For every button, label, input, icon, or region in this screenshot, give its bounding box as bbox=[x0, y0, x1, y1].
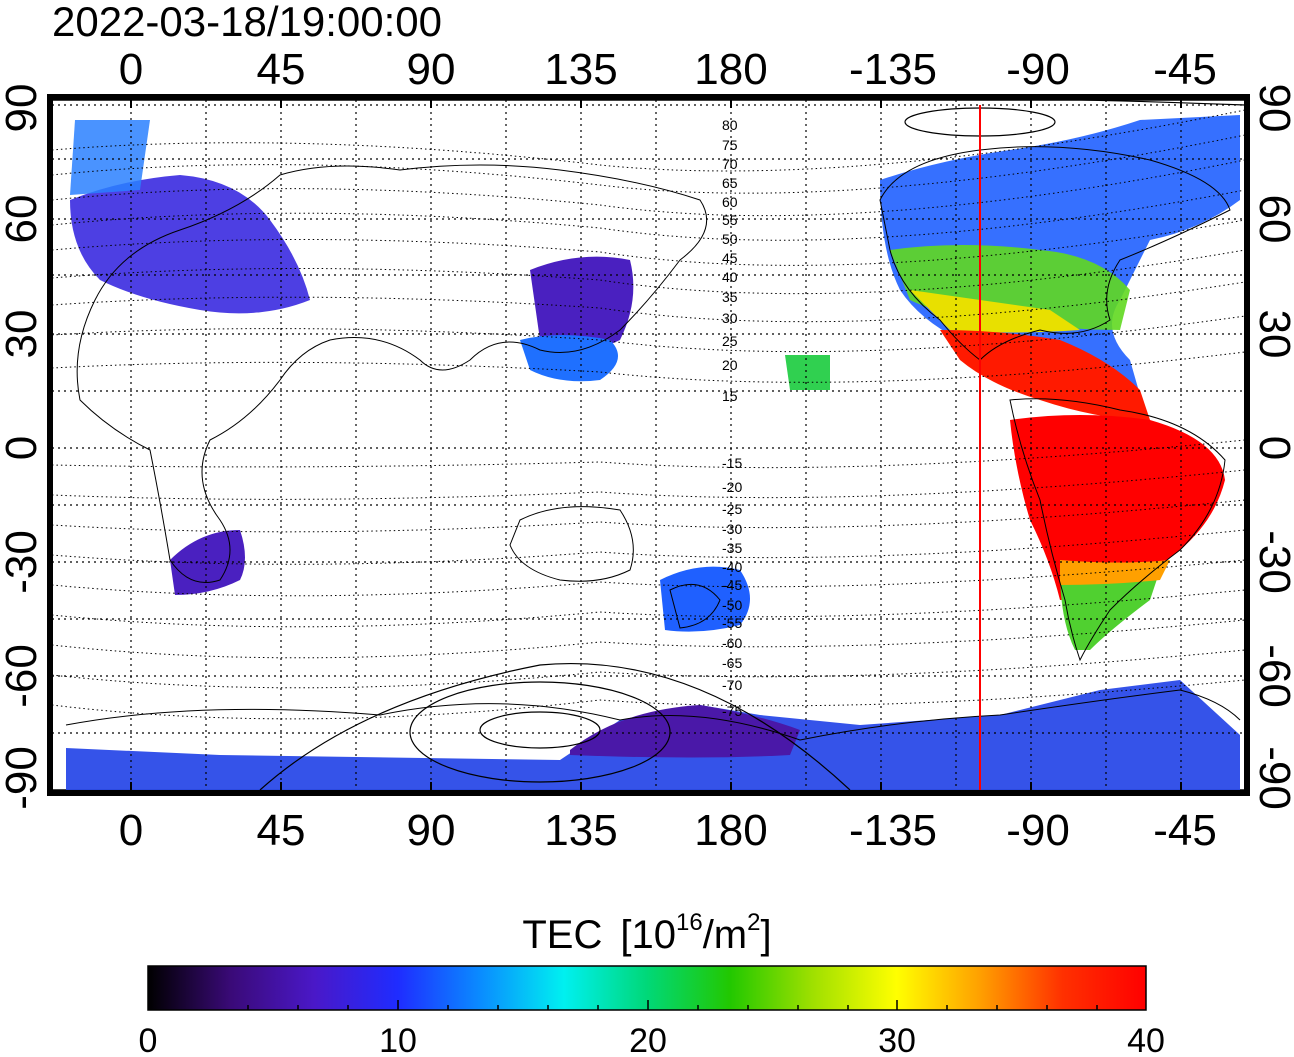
tec-patches bbox=[66, 115, 1240, 790]
top-axis-label: 0 bbox=[119, 45, 143, 94]
coastlines bbox=[65, 146, 1241, 741]
tec-patch-europe bbox=[70, 175, 310, 314]
map-top-band bbox=[47, 94, 1250, 100]
contour-label: -65 bbox=[722, 655, 742, 671]
contour-label: -60 bbox=[722, 635, 742, 651]
contour-labels: 80 75 70 65 60 55 50 45 40 35 30 25 20 1… bbox=[722, 117, 742, 719]
contour-label: -70 bbox=[722, 677, 742, 693]
tec-patch-usa-yellow bbox=[910, 290, 1080, 333]
contour-label: 35 bbox=[722, 289, 738, 305]
right-axis-label: 30 bbox=[1250, 310, 1294, 359]
colorbar-title: TEC [1016/m2] bbox=[522, 909, 771, 957]
colorbar-gradient bbox=[147, 965, 1147, 1011]
solid-contours bbox=[259, 100, 1245, 790]
tec-patch-europe-west bbox=[70, 120, 150, 195]
bottom-axis-label: 90 bbox=[407, 806, 456, 855]
map-right-band bbox=[1244, 94, 1250, 796]
bottom-axis-label: -135 bbox=[849, 806, 937, 855]
top-axis-label: -45 bbox=[1153, 45, 1217, 94]
top-axis-label: 135 bbox=[544, 45, 617, 94]
map-left-band bbox=[47, 94, 53, 796]
contour-label: 50 bbox=[722, 231, 738, 247]
contour-label: 30 bbox=[722, 310, 738, 326]
contour-label: 65 bbox=[722, 175, 738, 191]
colorbar: 0 10 20 30 40 bbox=[139, 965, 1165, 1057]
left-axis-label: 60 bbox=[0, 195, 46, 244]
colorbar-tick-label: 10 bbox=[379, 1022, 417, 1057]
left-axis-label: -90 bbox=[0, 746, 46, 810]
top-axis-label: -135 bbox=[849, 45, 937, 94]
bottom-axis-label: 45 bbox=[257, 806, 306, 855]
left-axis-label: -60 bbox=[0, 644, 46, 708]
contour-label: -15 bbox=[722, 455, 742, 471]
left-axis-label: 0 bbox=[0, 436, 46, 460]
timestamp-label: 2022-03-18/19:00:00 bbox=[52, 0, 442, 45]
axis-ticks bbox=[130, 94, 1182, 796]
right-axis-label: -90 bbox=[1250, 746, 1294, 810]
contour-label: 20 bbox=[722, 357, 738, 373]
tec-patch-new-zealand bbox=[660, 566, 750, 632]
geomagnetic-contours bbox=[52, 109, 1245, 720]
right-axis-label: 0 bbox=[1250, 436, 1294, 460]
tec-patch-east-asia bbox=[520, 335, 618, 382]
top-axis: 0 45 90 135 180 -135 -90 -45 bbox=[119, 45, 1217, 94]
contour-label: -50 bbox=[722, 597, 742, 613]
left-axis: 90 60 30 0 -30 -60 -90 bbox=[0, 84, 46, 810]
contour-label: -35 bbox=[722, 540, 742, 556]
contour-label: 60 bbox=[722, 194, 738, 210]
tec-patch-asia bbox=[530, 256, 634, 350]
right-axis-label: -60 bbox=[1250, 644, 1294, 708]
contour-label: 45 bbox=[722, 250, 738, 266]
top-axis-label: 180 bbox=[694, 45, 767, 94]
right-axis: 90 60 30 0 -30 -60 -90 bbox=[1250, 84, 1294, 810]
contour-label: -20 bbox=[722, 479, 742, 495]
bottom-axis-label: -90 bbox=[1006, 806, 1070, 855]
tec-patch-south-america bbox=[1010, 415, 1225, 600]
right-axis-label: 90 bbox=[1250, 84, 1294, 133]
contour-label: -75 bbox=[722, 703, 742, 719]
contour-label: 75 bbox=[722, 137, 738, 153]
colorbar-tick-label: 20 bbox=[629, 1022, 667, 1057]
map-panel: 80 75 70 65 60 55 50 45 40 35 30 25 20 1… bbox=[47, 94, 1250, 796]
contour-label: 80 bbox=[722, 117, 738, 133]
contour-label: -45 bbox=[722, 577, 742, 593]
left-axis-label: 30 bbox=[0, 310, 46, 359]
colorbar-tick-label: 30 bbox=[878, 1022, 916, 1057]
colorbar-tick-label: 0 bbox=[139, 1022, 158, 1057]
left-axis-label: 90 bbox=[0, 84, 46, 133]
contour-label: -55 bbox=[722, 615, 742, 631]
top-axis-label: -90 bbox=[1006, 45, 1070, 94]
contour-label: 15 bbox=[722, 388, 738, 404]
contour-label: -40 bbox=[722, 559, 742, 575]
tec-patch-antarctica-purple bbox=[570, 705, 800, 758]
bottom-axis-label: 180 bbox=[694, 806, 767, 855]
map-bottom-band bbox=[47, 790, 1250, 796]
bottom-axis-label: 135 bbox=[544, 806, 617, 855]
tec-patch-south-america-orange bbox=[1060, 560, 1170, 585]
bottom-axis-label: -45 bbox=[1153, 806, 1217, 855]
contour-label: 70 bbox=[722, 156, 738, 172]
contour-label: 25 bbox=[722, 333, 738, 349]
bottom-axis-label: 0 bbox=[119, 806, 143, 855]
bottom-axis: 0 45 90 135 180 -135 -90 -45 bbox=[119, 806, 1217, 855]
tec-patch-central-america bbox=[940, 330, 1150, 420]
right-axis-label: 60 bbox=[1250, 195, 1294, 244]
contour-label: 40 bbox=[722, 269, 738, 285]
top-axis-label: 45 bbox=[257, 45, 306, 94]
tec-patch-pacific-green bbox=[785, 355, 830, 390]
right-axis-label: -30 bbox=[1250, 530, 1294, 594]
graticule bbox=[52, 100, 1245, 790]
top-axis-label: 90 bbox=[407, 45, 456, 94]
colorbar-tick-label: 40 bbox=[1127, 1022, 1165, 1057]
contour-label: -30 bbox=[722, 521, 742, 537]
contour-label: 55 bbox=[722, 212, 738, 228]
contour-label: -25 bbox=[722, 501, 742, 517]
left-axis-label: -30 bbox=[0, 530, 46, 594]
